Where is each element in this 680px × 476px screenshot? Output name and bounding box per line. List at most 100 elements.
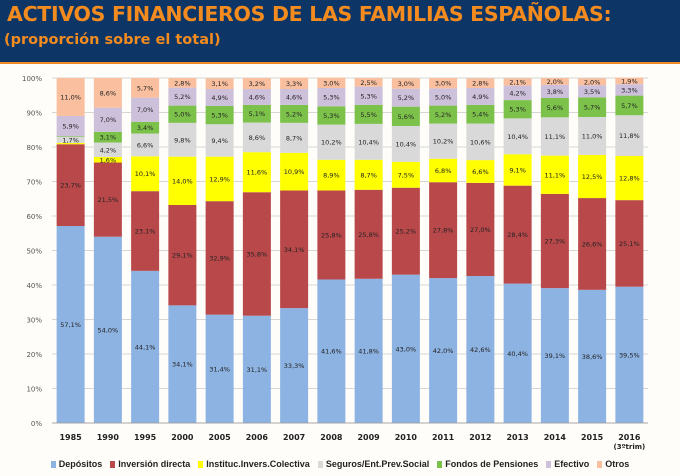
data-label: 43,0%: [396, 345, 417, 353]
bar-segment: [168, 122, 197, 157]
data-label: 6,8%: [435, 167, 452, 175]
x-tick-label: 1985: [59, 433, 82, 442]
legend-item-depositos: Depósitos: [50, 459, 102, 469]
bar-segment: [503, 118, 532, 155]
bar-segment: [205, 89, 234, 106]
x-tick-label: 2009: [357, 433, 380, 442]
bar-segment: [391, 125, 420, 162]
bar-segment: [131, 156, 160, 192]
bar-segment: [242, 104, 271, 123]
data-label: 12,9%: [209, 175, 230, 183]
bar-segment: [93, 131, 122, 143]
bar-segment: [205, 156, 234, 202]
y-tick-label: 70%: [26, 179, 42, 187]
bar-segment: [578, 154, 607, 199]
data-label: 9,1%: [509, 166, 526, 174]
bar-segment: [540, 193, 569, 289]
data-label: 5,2%: [398, 94, 415, 102]
bar-segment: [56, 136, 85, 137]
legend-swatch: [546, 460, 552, 468]
bar-segment: [168, 204, 197, 306]
data-label: 12,5%: [582, 173, 603, 181]
data-label: 25,8%: [358, 231, 379, 239]
data-label: 29,1%: [172, 252, 193, 260]
bar-segment: [242, 89, 271, 105]
data-label: 39,5%: [619, 351, 640, 359]
bar-segment: [205, 124, 234, 157]
data-label: 6,6%: [137, 141, 154, 149]
legend-item-inversion-directa: Inversión directa: [110, 459, 190, 469]
header-banner: ACTIVOS FINANCIEROS DE LAS FAMILIAS ESPA…: [0, 0, 680, 64]
data-label: 2,1%: [509, 78, 526, 86]
data-label: 42,0%: [433, 347, 454, 355]
bar-segment: [168, 78, 197, 88]
bar-segment: [317, 279, 346, 423]
y-tick-label: 50%: [26, 248, 42, 256]
bar-segment: [615, 84, 644, 96]
data-label: 21,5%: [98, 196, 119, 204]
data-label: 9,8%: [174, 136, 191, 144]
legend-swatch: [110, 460, 116, 468]
data-label: 54,0%: [98, 326, 119, 334]
data-label: 27,3%: [545, 238, 566, 246]
data-label: 8,6%: [249, 134, 266, 142]
y-tick-label: 30%: [26, 317, 42, 325]
bar-segment: [429, 158, 458, 183]
bar-segment: [242, 152, 271, 193]
bar-segment: [317, 77, 346, 89]
data-label: 6,6%: [472, 168, 489, 176]
data-label: 33,3%: [284, 362, 305, 370]
bar-segment: [242, 122, 271, 153]
bar-segment: [540, 288, 569, 423]
y-tick-label: 90%: [26, 110, 42, 118]
data-label: 27,0%: [470, 226, 491, 234]
x-tick-label: 2007: [283, 433, 305, 442]
legend-swatch: [437, 460, 443, 468]
y-tick-label: 0%: [31, 420, 42, 428]
data-label: 5,7%: [584, 104, 601, 112]
bar-segment: [317, 159, 346, 191]
data-label: 3,8%: [547, 88, 564, 96]
y-tick-label: 10%: [26, 386, 42, 394]
data-label: 5,9%: [62, 123, 79, 131]
bar-segment: [540, 155, 569, 194]
bar-segment: [56, 78, 85, 116]
legend-label: Fondos de Pensiones: [445, 459, 539, 469]
legend-item-instituc: Instituc.Invers.Colectiva: [198, 459, 310, 469]
data-label: 38,6%: [582, 353, 603, 361]
bar-segment: [280, 122, 309, 153]
bar-segment: [56, 144, 85, 227]
bar-segment: [615, 200, 644, 287]
bar-segment: [56, 136, 85, 143]
data-label: 4,6%: [249, 93, 266, 101]
legend-label: Instituc.Invers.Colectiva: [206, 459, 310, 469]
x-tick-label: 2011: [432, 433, 455, 442]
data-label: 10,4%: [358, 138, 379, 146]
bar-segment: [205, 314, 234, 423]
bar-segment: [242, 315, 271, 423]
data-label: 5,3%: [509, 106, 526, 114]
bar-segment: [131, 78, 160, 98]
data-label: 5,1%: [249, 110, 266, 118]
data-label: 34,1%: [172, 361, 193, 369]
data-label: 31,4%: [209, 365, 230, 373]
chart-legend: Depósitos Inversión directa Instituc.Inv…: [10, 459, 670, 469]
data-label: 1,6%: [100, 156, 117, 164]
bar-segment: [578, 85, 607, 98]
data-label: 10,4%: [396, 140, 417, 148]
data-label: 23,1%: [135, 228, 156, 236]
bar-segment: [354, 189, 383, 279]
data-label: 3,4%: [137, 124, 154, 132]
bar-segment: [131, 191, 160, 271]
data-label: 3,5%: [584, 88, 601, 96]
data-label: 1,9%: [621, 77, 638, 85]
bar-segment: [354, 159, 383, 190]
bar-segment: [354, 104, 383, 124]
bar-segment: [131, 97, 160, 122]
data-label: 3,3%: [286, 80, 303, 88]
data-label: 7,0%: [100, 116, 117, 124]
data-label: 26,6%: [582, 240, 603, 248]
data-label: 7,5%: [398, 171, 415, 179]
page-title: ACTIVOS FINANCIEROS DE LAS FAMILIAS ESPA…: [7, 2, 612, 26]
